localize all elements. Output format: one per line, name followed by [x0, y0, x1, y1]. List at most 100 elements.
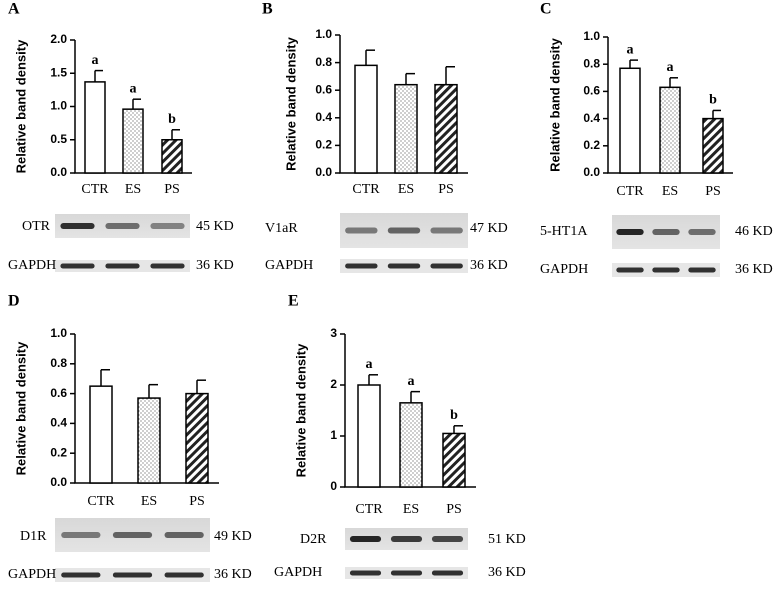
x-tick-label: ES [125, 182, 141, 197]
y-tick-label: 0 [330, 479, 337, 493]
bar [434, 83, 458, 174]
panel-letter: A [8, 1, 20, 18]
y-axis-label: Relative band density [293, 343, 308, 477]
bar [185, 392, 209, 484]
x-tick-label: PS [446, 502, 462, 517]
x-tick-label: ES [141, 494, 157, 509]
blot-band [688, 229, 716, 235]
blot-band [60, 263, 95, 269]
blot-band [652, 229, 680, 235]
blot-band [112, 532, 153, 538]
blot-target-size: 46 KD [735, 224, 773, 239]
x-tick-label: PS [438, 182, 454, 197]
y-tick-label: 0.5 [50, 132, 67, 146]
blot-band [349, 570, 382, 576]
bar [619, 67, 641, 174]
blot-control-size: 36 KD [470, 258, 508, 273]
x-tick-label: CTR [81, 182, 109, 197]
blot-target-size: 47 KD [470, 221, 508, 236]
y-tick-label: 0.0 [583, 165, 600, 179]
blot-band [60, 223, 95, 229]
blot-band [345, 227, 378, 234]
y-tick-label: 0.2 [315, 138, 332, 152]
y-tick-label: 1.0 [50, 99, 67, 113]
blot-band [688, 267, 716, 273]
blot-control-size: 36 KD [735, 262, 773, 277]
bar [357, 384, 381, 488]
y-tick-label: 0.6 [315, 82, 332, 96]
blot-band [430, 263, 463, 269]
x-tick-label: CTR [87, 494, 115, 509]
significance-letter: a [366, 357, 373, 372]
y-axis-label: Relative band density [283, 36, 298, 170]
blot-band [105, 223, 140, 229]
y-tick-label: 0.8 [50, 356, 67, 370]
blot-control-size: 36 KD [196, 258, 234, 273]
blot-band [652, 267, 680, 273]
blot-band [430, 227, 463, 234]
blot-band [387, 227, 421, 234]
bar [84, 81, 106, 174]
blot-target: OTR [22, 219, 51, 234]
blot-target-size: 49 KD [214, 529, 252, 544]
bar [442, 432, 466, 488]
y-tick-label: 1.0 [50, 326, 67, 340]
blot-control-size: 36 KD [488, 565, 526, 580]
blot-control: GAPDH [8, 567, 56, 582]
y-tick-label: 1.0 [315, 27, 332, 41]
bar [122, 108, 144, 174]
x-tick-label: PS [705, 184, 721, 199]
y-tick-label: 0.8 [315, 55, 332, 69]
x-tick-label: PS [164, 182, 180, 197]
significance-letter: a [627, 42, 634, 57]
blot-target: D2R [300, 532, 327, 547]
y-tick-label: 0.6 [583, 84, 600, 98]
blot-band [164, 532, 204, 538]
blot-band [390, 570, 423, 576]
y-tick-label: 0.4 [315, 110, 332, 124]
panel-letter: B [262, 1, 273, 18]
significance-letter: a [408, 374, 415, 389]
bar [137, 397, 161, 484]
blot-band [150, 223, 185, 229]
y-tick-label: 0.6 [50, 386, 67, 400]
panel-letter: E [288, 293, 299, 310]
blot-control: GAPDH [8, 258, 56, 273]
y-tick-label: 0.4 [583, 111, 600, 125]
significance-letter: b [709, 93, 717, 108]
x-tick-label: ES [662, 184, 678, 199]
bar [702, 117, 724, 174]
panel-letter: C [540, 1, 552, 18]
significance-letter: b [450, 408, 458, 423]
significance-letter: a [130, 81, 137, 96]
y-tick-label: 1.5 [50, 65, 67, 79]
x-tick-label: ES [403, 502, 419, 517]
blot-target: D1R [20, 529, 47, 544]
blot-control: GAPDH [540, 262, 588, 277]
blot-band [387, 263, 421, 269]
bar [399, 402, 423, 488]
blot-control-size: 36 KD [214, 567, 252, 582]
blot-band [431, 536, 464, 542]
blot-target-size: 51 KD [488, 532, 526, 547]
y-tick-label: 0.8 [583, 56, 600, 70]
bar [161, 139, 183, 174]
blot-band [431, 570, 464, 576]
y-axis-label: Relative band density [13, 39, 28, 173]
y-tick-label: 1 [330, 428, 337, 442]
y-tick-label: 0.2 [583, 138, 600, 152]
significance-letter: a [92, 53, 99, 68]
significance-letter: a [667, 60, 674, 75]
blot-band [390, 536, 423, 542]
blot-band [616, 267, 644, 273]
y-tick-label: 2 [330, 377, 337, 391]
blot-band [112, 572, 153, 578]
significance-letter: b [168, 112, 176, 127]
blot-band [164, 572, 204, 578]
y-axis-label: Relative band density [547, 37, 562, 171]
bar [354, 64, 378, 174]
y-tick-label: 0.2 [50, 445, 67, 459]
blot-band [105, 263, 140, 269]
bar [659, 86, 681, 174]
